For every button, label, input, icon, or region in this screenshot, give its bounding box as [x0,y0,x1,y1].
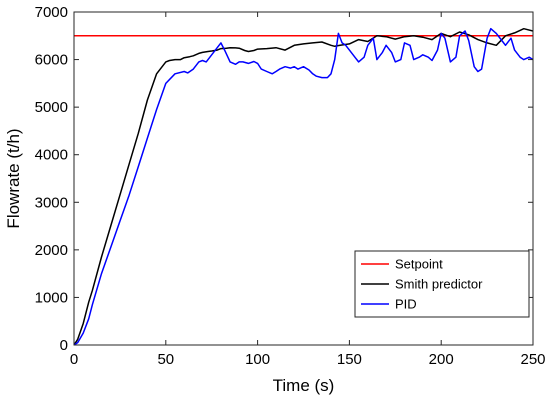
y-tick-label: 4000 [35,147,68,164]
x-tick-label: 50 [157,351,174,368]
axes: 0 50 100 150 200 250 0 1000 2000 3000 4000 5000 6000… [35,4,546,368]
plot-area [74,27,533,345]
x-axis-label: Time (s) [273,376,335,395]
x-tick-label: 150 [337,351,362,368]
x-tick-label: 250 [520,351,545,368]
legend-label: Setpoint [395,257,443,272]
x-tick-label: 100 [245,351,270,368]
y-tick-label: 0 [60,337,68,354]
series-line-smith-predictor [74,27,533,345]
y-tick-label: 2000 [35,242,68,259]
series-line-pid [74,27,533,345]
x-tick-label: 0 [70,351,78,368]
x-tick-label: 200 [429,351,454,368]
y-tick-label: 3000 [35,194,68,211]
y-tick-label: 1000 [35,289,68,306]
legend-label: Smith predictor [395,277,483,292]
y-tick-label: 7000 [35,4,68,21]
y-tick-label: 5000 [35,99,68,116]
y-tick-label: 6000 [35,52,68,69]
axes-box [73,11,534,346]
legend: Setpoint Smith predictor PID [354,250,530,318]
y-axis-label: Flowrate (t/h) [4,128,23,228]
legend-label: PID [395,297,417,312]
